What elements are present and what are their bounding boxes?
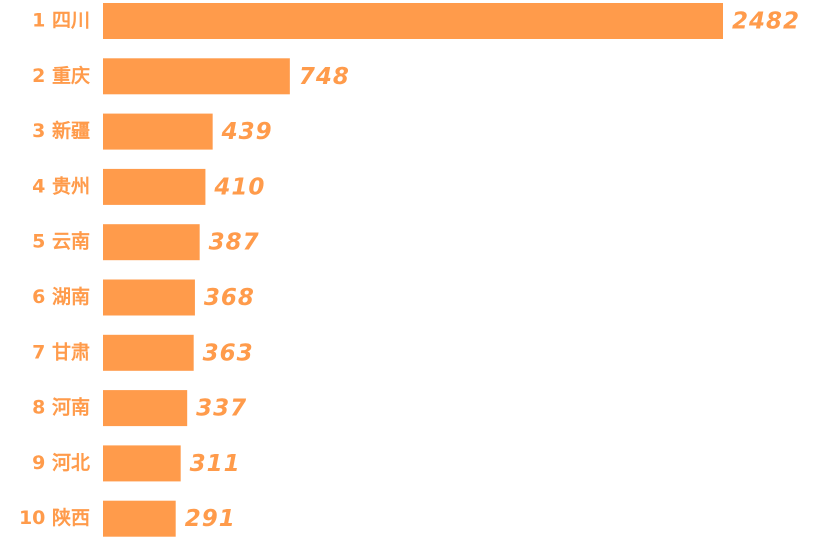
value-label: 363: [203, 340, 254, 366]
category-label: 5 云南: [32, 231, 90, 253]
category-label: 3 新疆: [32, 119, 90, 142]
bar: [103, 390, 188, 427]
bar: [103, 334, 194, 371]
bar: [103, 168, 206, 205]
category-label: 10 陕西: [19, 506, 90, 529]
value-label: 748: [299, 64, 350, 90]
bar: [103, 113, 213, 150]
category-label: 8 河南: [32, 397, 90, 419]
category-label: 2 重庆: [32, 64, 90, 87]
bar: [103, 500, 176, 537]
value-label: 439: [221, 119, 273, 145]
value-label: 368: [204, 285, 255, 311]
category-label: 6 湖南: [32, 286, 90, 308]
value-label: 387: [209, 230, 260, 256]
bar: [103, 58, 290, 95]
category-label: 7 甘肃: [32, 340, 90, 363]
category-label: 4 贵州: [32, 175, 90, 197]
bar: [103, 224, 200, 261]
category-label: 1 四川: [32, 10, 90, 32]
value-label: 410: [213, 174, 265, 200]
value-label: 311: [190, 451, 241, 477]
bar: [103, 279, 195, 316]
bar: [103, 445, 181, 482]
value-label: 337: [196, 396, 247, 422]
category-label: 9 河北: [32, 452, 90, 474]
bar: [103, 3, 723, 39]
value-label: 291: [185, 506, 236, 532]
value-label: 2482: [732, 9, 800, 35]
